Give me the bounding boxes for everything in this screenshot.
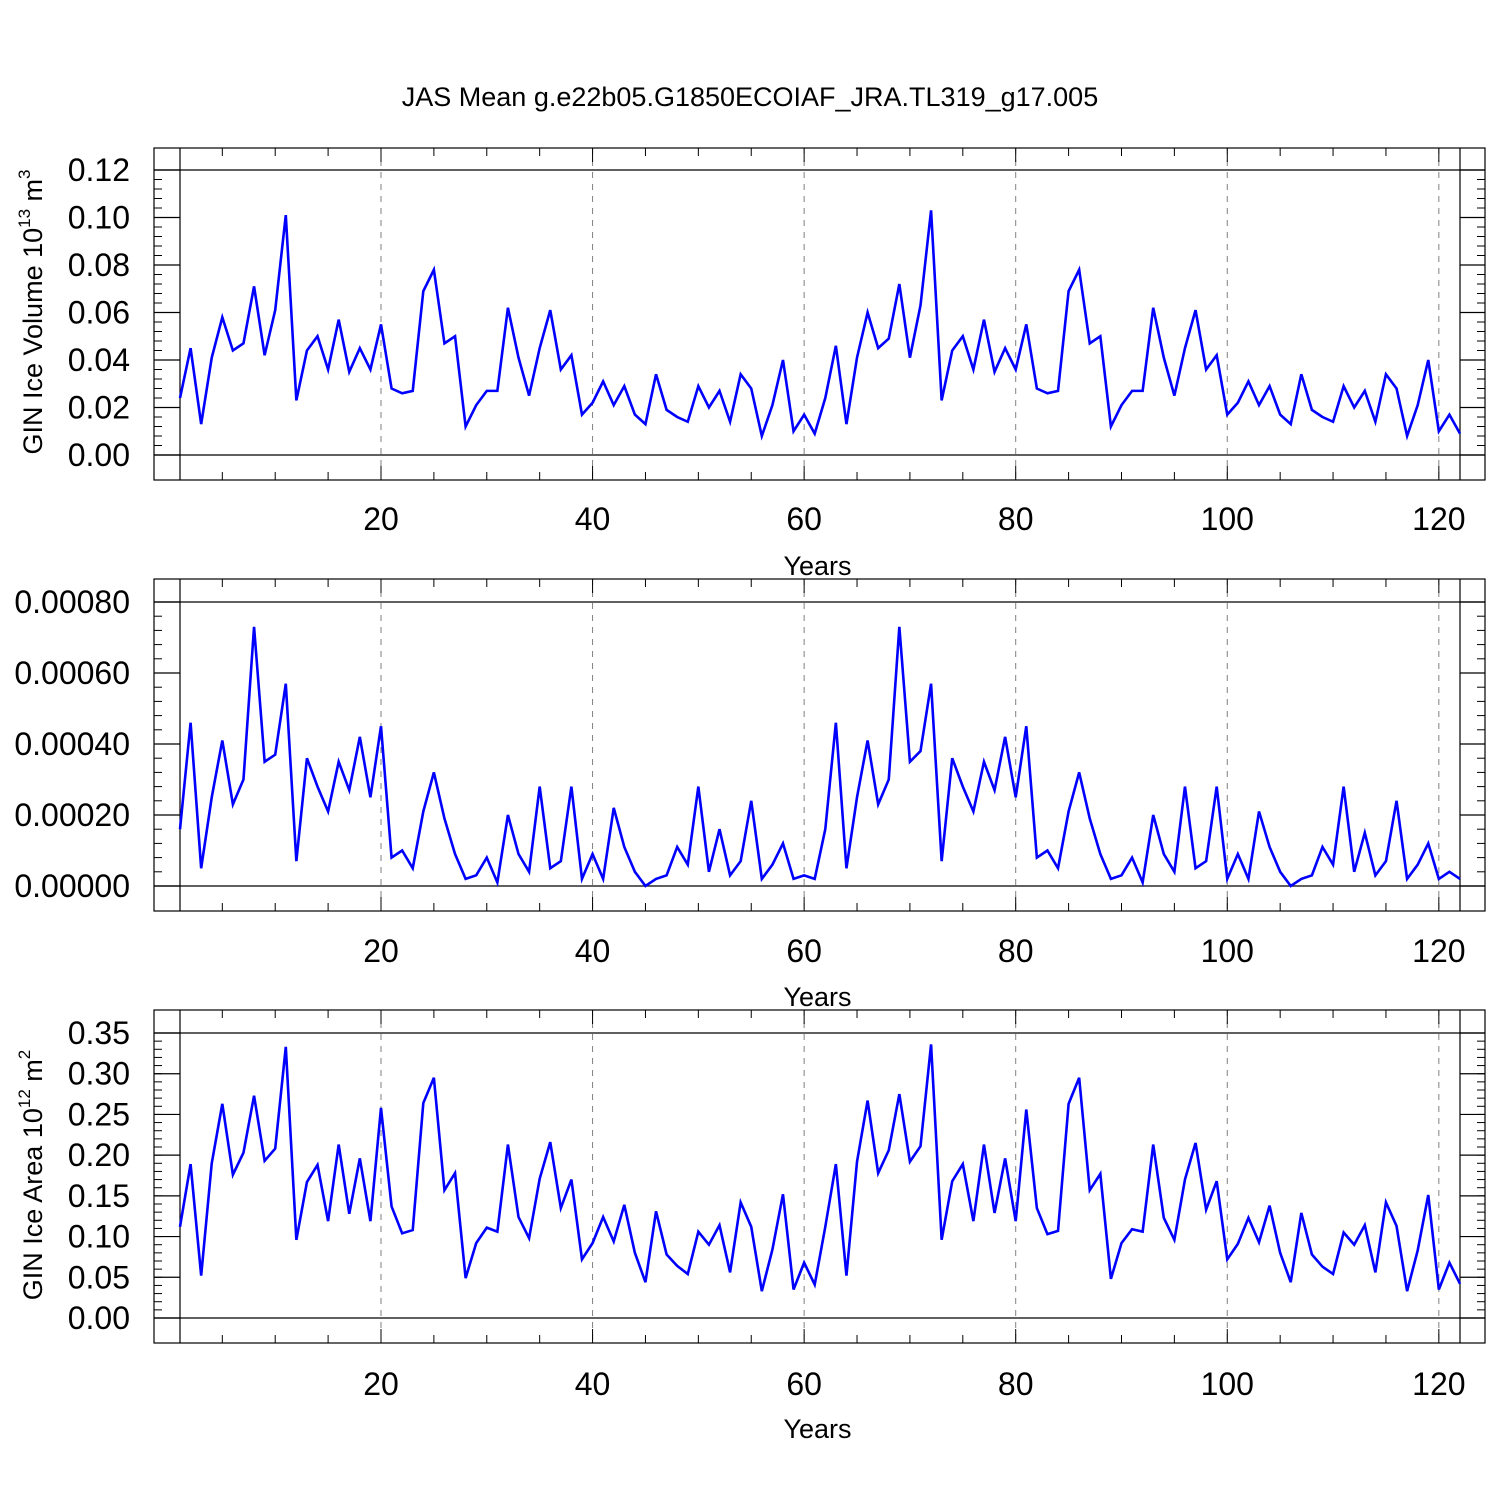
series-line bbox=[178, 210, 1462, 441]
x-tick-label: 100 bbox=[1201, 933, 1254, 969]
x-tick-label: 20 bbox=[363, 501, 399, 537]
y-tick-label: 0.30 bbox=[68, 1056, 130, 1092]
x-tick-label: 20 bbox=[363, 933, 399, 969]
x-axis-title: Years bbox=[783, 551, 851, 581]
x-tick-label: 40 bbox=[575, 933, 611, 969]
y-tick-label: 0.25 bbox=[68, 1096, 130, 1132]
x-tick-label: 40 bbox=[575, 501, 611, 537]
plot-frame bbox=[153, 1009, 1486, 1344]
x-axis-title: Years bbox=[783, 1414, 851, 1444]
x-tick-label: 20 bbox=[363, 1366, 399, 1402]
y-axis-title: GIN Ice Volume 1013 m3 bbox=[15, 169, 48, 454]
middle-panel: 0.00000 0.00020 0.00040 0.00060 0.00080 20 40 6… bbox=[14, 578, 1486, 1012]
x-tick-label: 120 bbox=[1412, 933, 1465, 969]
series-line bbox=[178, 626, 1461, 888]
x-tick-label: 120 bbox=[1412, 1366, 1465, 1402]
y-tick-label: 0.35 bbox=[68, 1015, 130, 1051]
x-tick-label: 80 bbox=[998, 501, 1034, 537]
x-tick-label: 100 bbox=[1201, 501, 1254, 537]
y-tick-label: 0.00000 bbox=[14, 868, 130, 904]
y-tick-label: 0.00060 bbox=[14, 655, 130, 691]
y-tick-label: 0.00020 bbox=[14, 797, 130, 833]
x-tick-label: 40 bbox=[575, 1366, 611, 1402]
y-axis-title: GIN Ice Area 1012 m2 bbox=[15, 1050, 48, 1301]
series-line bbox=[178, 1044, 1462, 1292]
y-tick-label: 0.08 bbox=[68, 247, 130, 283]
plot-frame bbox=[153, 147, 1486, 481]
y-tick-label: 0.15 bbox=[68, 1178, 130, 1214]
x-tick-label: 80 bbox=[998, 1366, 1034, 1402]
x-tick-label: 60 bbox=[786, 1366, 822, 1402]
figure-title: JAS Mean g.e22b05.G1850ECOIAF_JRA.TL319_… bbox=[401, 82, 1099, 112]
y-tick-label: 0.06 bbox=[68, 295, 130, 331]
x-tick-label: 60 bbox=[786, 501, 822, 537]
y-tick-label: 0.02 bbox=[68, 390, 130, 426]
x-tick-label: 100 bbox=[1201, 1366, 1254, 1402]
y-tick-label: 0.00040 bbox=[14, 726, 130, 762]
y-tick-label: 0.10 bbox=[68, 1219, 130, 1255]
x-tick-label: 80 bbox=[998, 933, 1034, 969]
y-tick-label: 0.04 bbox=[68, 342, 130, 378]
y-tick-label: 0.00080 bbox=[14, 584, 130, 620]
y-tick-label: 0.12 bbox=[68, 152, 130, 188]
x-axis-title: Years bbox=[783, 982, 851, 1012]
y-tick-label: 0.00 bbox=[68, 437, 130, 473]
y-tick-label: 0.00 bbox=[68, 1300, 130, 1336]
ice-area-panel: 0.00 0.05 0.10 0.15 0.20 0.25 0.30 0.35 20 40 60 80… bbox=[15, 1009, 1486, 1444]
ice-volume-panel: 0.00 0.02 0.04 0.06 0.08 0.10 0.12 20 40 60 80 100 1… bbox=[15, 147, 1486, 581]
y-tick-label: 0.05 bbox=[68, 1259, 130, 1295]
x-tick-label: 60 bbox=[786, 933, 822, 969]
plot-frame bbox=[153, 578, 1486, 912]
y-tick-label: 0.20 bbox=[68, 1137, 130, 1173]
x-tick-label: 120 bbox=[1412, 501, 1465, 537]
y-tick-label: 0.10 bbox=[68, 200, 130, 236]
